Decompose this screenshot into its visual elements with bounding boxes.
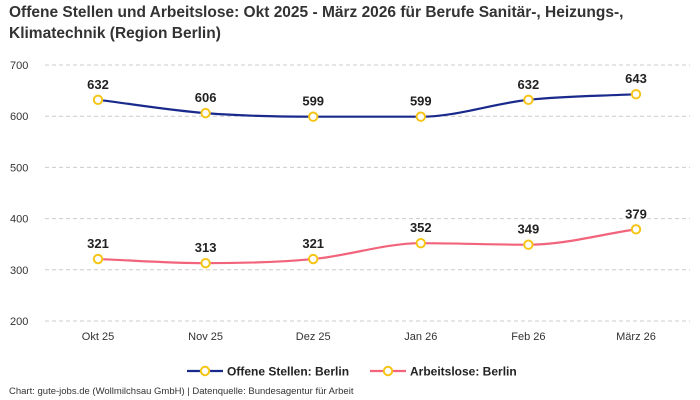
data-point	[630, 224, 642, 235]
data-label: 313	[195, 240, 217, 255]
chart-title: Offene Stellen und Arbeitslose: Okt 2025…	[9, 4, 624, 42]
data-label: 321	[87, 236, 109, 251]
data-point	[92, 253, 104, 265]
y-tick-label: 500	[10, 162, 28, 174]
y-tick-label: 400	[10, 214, 28, 226]
data-point	[415, 237, 426, 249]
y-tick-label: 700	[10, 60, 28, 72]
x-tick-label: März 26	[616, 331, 656, 343]
data-point	[415, 111, 426, 122]
data-label: 352	[410, 220, 432, 235]
data-label: 599	[410, 94, 432, 109]
data-point	[523, 239, 534, 250]
data-label: 606	[195, 90, 217, 105]
data-point	[308, 111, 319, 122]
data-label: 632	[518, 77, 540, 92]
data-label: 632	[87, 77, 109, 92]
data-point	[523, 94, 534, 106]
series-line-0	[97, 93, 637, 118]
data-point	[200, 257, 211, 269]
x-tick-label: Okt 25	[82, 331, 114, 343]
data-point	[308, 253, 319, 265]
legend-label: Offene Stellen: Berlin	[227, 365, 349, 379]
x-tick-label: Feb 26	[511, 331, 545, 343]
data-point	[92, 94, 104, 106]
data-label: 643	[625, 71, 647, 86]
data-point	[200, 107, 211, 119]
x-tick-label: Jan 26	[404, 331, 437, 343]
y-tick-label: 300	[10, 265, 28, 277]
y-tick-label: 200	[10, 316, 28, 328]
y-tick-label: 600	[10, 111, 28, 123]
series-line-1	[97, 228, 637, 265]
data-label: 349	[518, 222, 540, 237]
data-label: 379	[625, 206, 647, 221]
x-tick-label: Dez 25	[296, 331, 331, 343]
chart-source: Chart: gute-jobs.de (Wollmilchsau GmbH) …	[9, 386, 354, 397]
x-tick-label: Nov 25	[188, 331, 223, 343]
legend-marker	[199, 365, 211, 377]
data-label: 599	[302, 94, 324, 109]
legend-label: Arbeitslose: Berlin	[410, 365, 517, 379]
data-label: 321	[302, 236, 324, 251]
legend-marker	[382, 365, 394, 377]
data-point	[630, 88, 642, 100]
